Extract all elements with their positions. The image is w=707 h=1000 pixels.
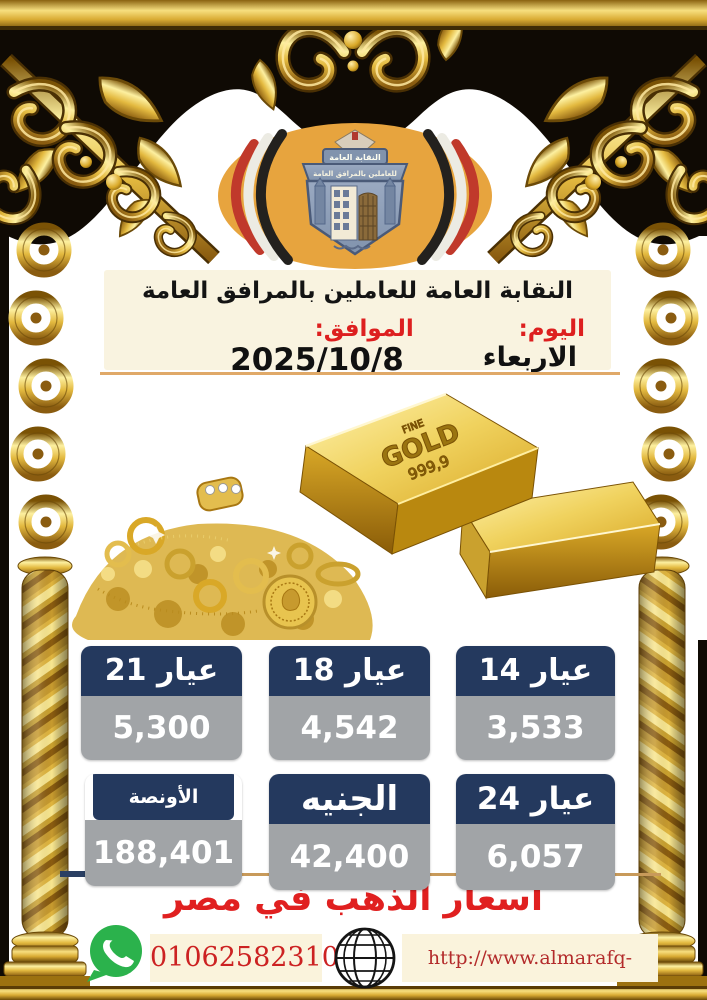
price-card-ounce: الأونصة 188,401 [85, 774, 242, 886]
date-label: الموافق: [314, 316, 414, 342]
date-bar: اليوم: الاربعاء الموافق: 2025/10/8 [104, 316, 611, 378]
frame-top-bar [0, 0, 707, 30]
day-label: اليوم: [518, 316, 585, 342]
price-card-label: الأونصة [93, 774, 234, 820]
gold-bar-rear [459, 481, 661, 600]
price-card-label: الجنيه [269, 774, 430, 824]
day-group: اليوم: الاربعاء [414, 316, 585, 373]
gold-bars-image: FINE GOLD 999,9 [72, 392, 661, 640]
organization-title: النقابة العامة للعاملين بالمرافق العامة [141, 278, 574, 304]
price-card-value: 6,057 [456, 824, 615, 890]
price-card-label: عيار 24 [456, 774, 615, 824]
logo-band1-text: النقابة العامة [329, 153, 381, 162]
column-left-base [0, 931, 90, 988]
price-card-karat-18: عيار 18 4,542 [269, 646, 430, 760]
price-card-karat-14: عيار 14 3,533 [456, 646, 615, 760]
day-value: الاربعاء [482, 342, 577, 373]
website-url[interactable]: http://www.almarafq-eg.com [402, 934, 658, 1000]
price-card-label: عيار 14 [456, 646, 615, 696]
price-card-label: عيار 18 [269, 646, 430, 696]
price-card-value: 4,542 [269, 696, 430, 760]
price-card-value: 42,400 [269, 824, 430, 890]
logo-band2-text: للعاملين بالمرافق العامة [313, 170, 397, 178]
header-panel: النقابة العامة للعاملين بالمرافق العامة … [104, 270, 611, 378]
price-card-label: عيار 21 [81, 646, 242, 696]
frame-center-ornament [244, 8, 474, 112]
price-card-value: 3,533 [456, 696, 615, 760]
gold-bar-front: FINE GOLD 999,9 [299, 392, 540, 555]
frame-bottom-bar [0, 986, 707, 1000]
price-card-pound: الجنيه 42,400 [269, 774, 430, 890]
phone-number[interactable]: 01062582310 [150, 934, 339, 982]
flag-ribbon-left [231, 129, 293, 265]
whatsapp-icon[interactable] [82, 922, 148, 986]
gem-ring [196, 476, 244, 512]
shield-emblem: النقابة العامة للعاملين بالمرافق العامة [301, 148, 409, 256]
union-logo: النقابة العامة للعاملين بالمرافق العامة [218, 123, 492, 269]
price-card-value: 5,300 [81, 696, 242, 760]
globe-icon [334, 927, 396, 989]
price-card-value: 188,401 [85, 820, 242, 886]
price-card-karat-24: عيار 24 6,057 [456, 774, 615, 890]
column-left-shaft [17, 556, 73, 939]
flag-ribbon-right [417, 129, 479, 265]
date-group: الموافق: 2025/10/8 [130, 316, 414, 378]
jewelry-pile [72, 476, 373, 640]
price-card-karat-21: عيار 21 5,300 [81, 646, 242, 760]
date-underline [100, 372, 620, 375]
gold-coin [262, 574, 318, 630]
